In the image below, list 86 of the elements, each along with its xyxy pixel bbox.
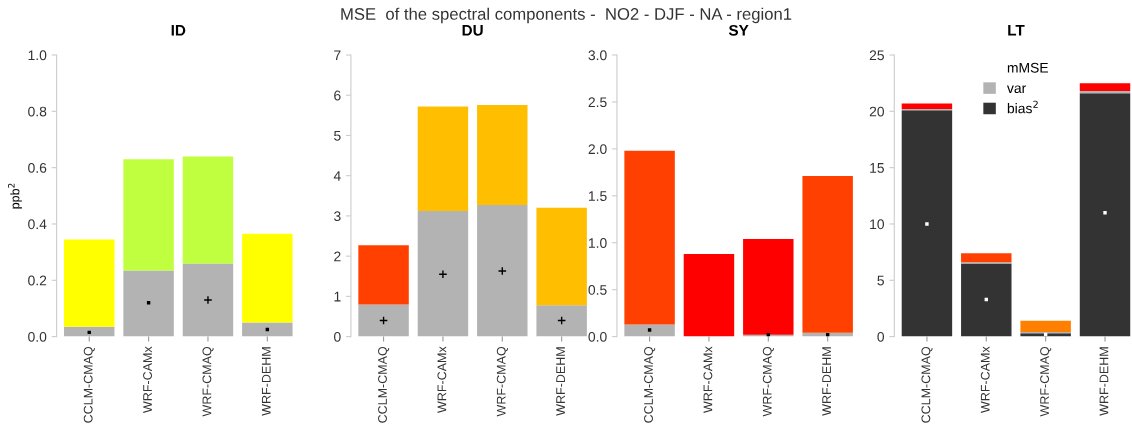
x-tick-label: WRF-DEHM — [822, 347, 831, 416]
y-tick-label: 1.0 — [28, 50, 47, 61]
bar — [624, 324, 675, 337]
bar — [961, 253, 1012, 263]
y-tick-label: 5 — [877, 275, 884, 286]
bar — [358, 245, 409, 305]
text: mMSE — [1007, 62, 1049, 73]
bar — [417, 106, 469, 212]
point — [203, 295, 213, 305]
y-tick-label: 7 — [334, 50, 341, 61]
bar — [1020, 320, 1071, 333]
bar — [123, 159, 174, 271]
x-tick-label: WRF-CAMx — [437, 346, 447, 413]
x-tick-label: WRF-CAMx — [703, 346, 713, 413]
bar — [358, 304, 409, 337]
y-tick-label: 0 — [334, 331, 341, 342]
y-tick-label: 2.5 — [588, 97, 607, 108]
bar — [536, 305, 587, 337]
bar — [64, 239, 115, 327]
x-tick-label: WRF-DEHM — [556, 347, 565, 416]
y-tick-label: 3.0 — [588, 50, 607, 61]
bar — [477, 104, 528, 206]
y-tick-label: 1.5 — [588, 191, 607, 201]
bar — [242, 322, 293, 337]
y-tick-label: 1 — [334, 291, 341, 302]
y-tick-label: 15 — [870, 163, 884, 173]
y-tick-label: 1.0 — [588, 238, 607, 248]
point — [438, 269, 448, 279]
y-tick-label: 0.4 — [28, 219, 47, 230]
bar — [242, 233, 293, 323]
bar — [123, 270, 174, 337]
y-tick-label: 3 — [334, 211, 341, 222]
x-tick-label: WRF-CAMx — [143, 346, 152, 413]
y-axis-title: ppb$^{2}$ — [8, 183, 22, 209]
y-tick-label: 0.0 — [28, 331, 47, 342]
x-tick-label: CCLM-CMAQ — [921, 346, 933, 423]
chart-title: ID — [171, 25, 186, 36]
text: MSE of the spectral components - NO2 - DJF - NA - region1 — [341, 7, 792, 24]
x-tick-label: CCLM-CMAQ — [83, 346, 95, 423]
x-tick-label: WRF-CMAQ — [1040, 346, 1052, 417]
x-tick-label: WRF-CMAQ — [496, 346, 508, 417]
x-tick-label: WRF-CMAQ — [762, 346, 774, 417]
x-tick-label: CCLM-CMAQ — [378, 346, 390, 423]
bar — [624, 150, 675, 325]
point — [497, 266, 507, 276]
y-tick-label: 0.8 — [28, 106, 47, 117]
bar — [1079, 93, 1131, 337]
y-tick-label: 0 — [877, 331, 885, 342]
bar — [901, 103, 953, 110]
point — [925, 222, 929, 226]
legend-label: bias$^{2}$ — [1007, 100, 1038, 114]
y-tick-label: 4 — [333, 171, 341, 181]
legend-label: var — [1006, 85, 1027, 94]
y-tick-label: 2.0 — [588, 144, 607, 155]
bar — [683, 254, 735, 337]
bar — [1079, 83, 1131, 92]
y-tick-label: 25 — [869, 50, 884, 61]
x-tick-label: WRF-DEHM — [261, 347, 271, 416]
bar — [182, 156, 234, 264]
bar — [802, 176, 853, 333]
chart-title: LT — [1008, 25, 1025, 36]
x-tick-label: WRF-CAMx — [980, 346, 990, 413]
bar — [64, 326, 115, 337]
y-tick-label: 0.6 — [28, 162, 47, 173]
chart-title: DU — [462, 25, 483, 36]
point — [146, 301, 151, 305]
y-tick-label: 0.5 — [588, 285, 607, 295]
bar — [536, 207, 587, 306]
chart-title: SY — [728, 24, 749, 36]
x-tick-label: WRF-DEHM — [1099, 347, 1109, 416]
point — [1103, 210, 1107, 215]
y-tick-label: 0.0 — [588, 331, 607, 342]
bar — [417, 211, 469, 337]
y-tick-label: 20 — [869, 106, 885, 117]
y-tick-label: 0.2 — [28, 275, 47, 286]
bar — [182, 263, 234, 337]
bar — [477, 205, 528, 337]
y-tick-label: 10 — [870, 219, 885, 230]
bar — [901, 110, 953, 337]
x-tick-label: WRF-CMAQ — [202, 346, 214, 417]
y-tick-label: 2 — [334, 251, 341, 262]
y-tick-label: 6 — [334, 90, 341, 101]
bar — [961, 263, 1012, 337]
x-tick-label: CCLM-CMAQ — [644, 346, 656, 423]
y-tick-label: 5 — [334, 130, 341, 141]
bar — [743, 238, 794, 335]
